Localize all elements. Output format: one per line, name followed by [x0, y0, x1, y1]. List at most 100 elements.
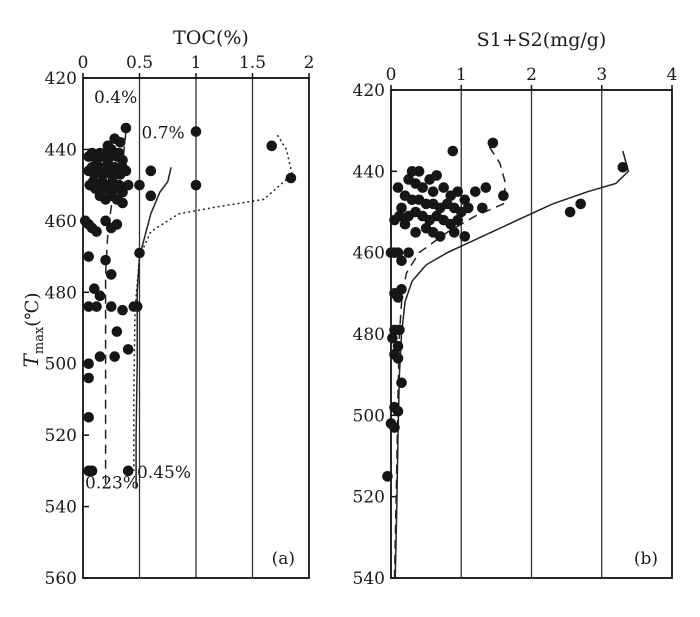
data-point-a-53 — [266, 140, 278, 152]
data-point-a-76 — [94, 351, 106, 362]
y-axis-label-main: T — [19, 352, 43, 367]
data-point-b-11 — [438, 182, 449, 193]
data-point-b-42 — [410, 227, 421, 238]
x-tick-label-b-3: 3 — [596, 65, 607, 85]
data-point-a-26 — [120, 165, 132, 177]
data-point-b-52 — [392, 247, 404, 258]
data-point-b-9 — [417, 182, 428, 193]
y-tick-label-a-1: 440 — [45, 140, 77, 160]
data-point-b-46 — [448, 227, 460, 238]
data-point-a-83 — [122, 465, 134, 477]
data-point-b-64 — [396, 377, 407, 389]
y-tick-label-b-4: 500 — [353, 406, 385, 426]
data-point-a-64 — [100, 254, 111, 266]
data-point-a-44 — [120, 122, 132, 134]
data-point-a-38 — [122, 179, 134, 191]
data-point-a-67 — [94, 290, 106, 302]
x-tick-label-a-1: 0.5 — [126, 53, 153, 73]
data-point-a-71 — [117, 304, 128, 316]
data-point-a-47 — [114, 136, 126, 148]
panel-a: 0 0.5 1 1.5 2 420 440 460 480 500 520 540 560 TOC(%) 0… — [45, 27, 315, 589]
data-point-a-75 — [122, 344, 134, 355]
data-point-b-48 — [564, 206, 576, 218]
annotation-a-3: 0.23% — [85, 474, 139, 494]
data-point-b-69 — [382, 471, 393, 482]
data-point-a-62 — [134, 247, 145, 259]
panel-label-a: (a) — [272, 549, 295, 569]
x-tick-label-a-0: 0 — [78, 53, 89, 73]
data-point-b-66 — [392, 405, 404, 417]
annotation-a-2: 0.45% — [137, 463, 191, 483]
data-point-a-65 — [105, 269, 117, 280]
data-point-b-49 — [575, 198, 586, 210]
data-point-b-47 — [459, 231, 471, 242]
data-point-b-57 — [396, 283, 407, 295]
data-point-a-80 — [83, 411, 94, 423]
data-point-b-15 — [470, 186, 481, 197]
y-tick-label-a-7: 560 — [45, 569, 77, 589]
data-point-a-63 — [83, 251, 94, 262]
annotation-a-0: 0.4% — [94, 88, 137, 108]
data-point-b-60 — [387, 332, 398, 344]
data-point-b-41 — [399, 218, 411, 230]
data-point-a-77 — [109, 351, 120, 362]
data-point-b-28 — [396, 202, 407, 214]
y-tick-label-a-4: 500 — [45, 355, 77, 375]
y-tick-label-b-3: 480 — [353, 325, 385, 345]
data-point-b-13 — [452, 186, 464, 197]
panel-b: 0 1 2 3 4 420 440 460 480 500 520 540 S1+S2(mg/g) (b) — [353, 29, 678, 589]
chart-title-b: S1+S2(mg/g) — [477, 29, 607, 51]
data-point-a-49 — [145, 165, 157, 177]
data-point-b-36 — [452, 214, 464, 226]
y-tick-label-a-2: 460 — [45, 212, 77, 232]
x-tick-label-a-2: 1 — [191, 53, 202, 73]
data-point-a-73 — [131, 301, 143, 312]
data-point-b-14 — [459, 194, 471, 206]
data-point-a-59 — [100, 215, 111, 227]
data-point-a-74 — [111, 326, 123, 337]
y-axis-label-sub: max — [32, 326, 47, 354]
data-point-b-4 — [413, 166, 425, 177]
y-tick-label-b-6: 540 — [353, 569, 385, 589]
panel-label-b: (b) — [634, 549, 658, 569]
data-point-a-78 — [83, 358, 94, 370]
x-tick-label-a-4: 2 — [304, 53, 315, 73]
data-point-b-59 — [394, 324, 405, 336]
y-tick-label-a-3: 480 — [45, 283, 77, 303]
x-tick-label-b-2: 2 — [526, 65, 537, 85]
data-point-a-46 — [102, 140, 114, 152]
data-point-a-52 — [190, 179, 202, 191]
data-point-b-56 — [392, 292, 404, 303]
y-tick-label-b-1: 440 — [353, 162, 385, 182]
data-point-a-82 — [86, 465, 98, 477]
data-point-b-40 — [394, 210, 405, 222]
y-tick-label-b-0: 420 — [353, 81, 385, 101]
curve-b-dashed-0 — [393, 146, 507, 579]
data-point-b-45 — [434, 231, 446, 242]
data-point-b-16 — [480, 182, 492, 193]
y-tick-label-b-2: 460 — [353, 244, 385, 264]
data-point-b-54 — [403, 247, 414, 258]
data-point-a-79 — [83, 372, 94, 384]
data-point-a-61 — [111, 219, 123, 230]
data-point-b-0 — [487, 137, 499, 149]
x-tick-label-b-4: 4 — [667, 65, 678, 85]
data-point-b-2 — [617, 161, 629, 173]
data-point-a-70 — [105, 301, 117, 312]
data-point-b-38 — [477, 202, 488, 214]
y-tick-label-b-5: 520 — [353, 488, 385, 508]
data-point-b-53 — [396, 255, 407, 267]
data-point-a-50 — [145, 190, 157, 202]
data-point-b-63 — [392, 353, 404, 364]
data-point-a-37 — [117, 186, 128, 198]
y-tick-label-a-6: 540 — [45, 498, 77, 518]
data-point-b-1 — [447, 145, 459, 157]
data-point-a-58 — [91, 226, 102, 237]
data-point-b-68 — [389, 422, 400, 433]
y-axis-label-unit: (℃) — [22, 293, 43, 327]
y-axis-label: Tmax(℃) — [19, 293, 47, 368]
x-tick-label-b-0: 0 — [386, 65, 397, 85]
data-point-b-17 — [392, 182, 404, 193]
